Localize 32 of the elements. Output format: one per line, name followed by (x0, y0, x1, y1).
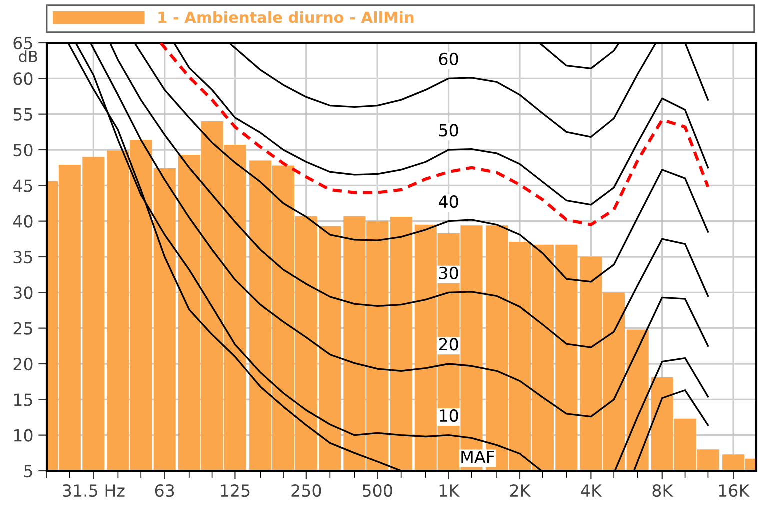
y-tick-label: 35 (14, 250, 32, 264)
series-label: 60 (439, 52, 458, 66)
x-tick-label: 2K (510, 484, 532, 497)
y-tick-label: 50 (14, 144, 33, 157)
y-tick-label: 30 (14, 286, 33, 300)
y-tick-label: 60 (14, 72, 33, 86)
x-tick-label: 8K (652, 484, 674, 498)
y-tick-label: 15 (14, 394, 32, 406)
y-tick-label: 25 (14, 322, 32, 335)
y-tick-label: 10 (14, 429, 33, 442)
y-tick-label: 40 (13, 215, 33, 228)
y-tick-label: 65 (14, 36, 32, 50)
x-tick-label: 31.5 Hz (63, 484, 125, 498)
y-tick-label: 20 (14, 358, 33, 371)
y-tick-label: 55 (14, 108, 32, 121)
series-label: 10 (440, 410, 458, 422)
series-label: 20 (439, 338, 458, 351)
y-tick-label: 45 (13, 180, 32, 192)
x-tick-label: 250 (292, 484, 322, 498)
x-tick-label: 4K (581, 484, 602, 497)
text: 1 - Ambientale diurno - AllMin (158, 11, 414, 24)
x-tick-label: 1K (440, 484, 460, 497)
text: MAF (462, 450, 494, 464)
x-tick-label: 500 (362, 484, 392, 498)
x-tick-label: 63 (155, 484, 174, 498)
x-tick-label: 16K (719, 484, 750, 498)
y-tick-label: 5 (24, 465, 32, 478)
series-label: 40 (439, 196, 458, 208)
x-tick-label: 125 (221, 484, 250, 498)
series-label: 30 (439, 266, 458, 280)
series-label: 50 (439, 124, 458, 137)
y-axis-title: dB (19, 50, 38, 62)
